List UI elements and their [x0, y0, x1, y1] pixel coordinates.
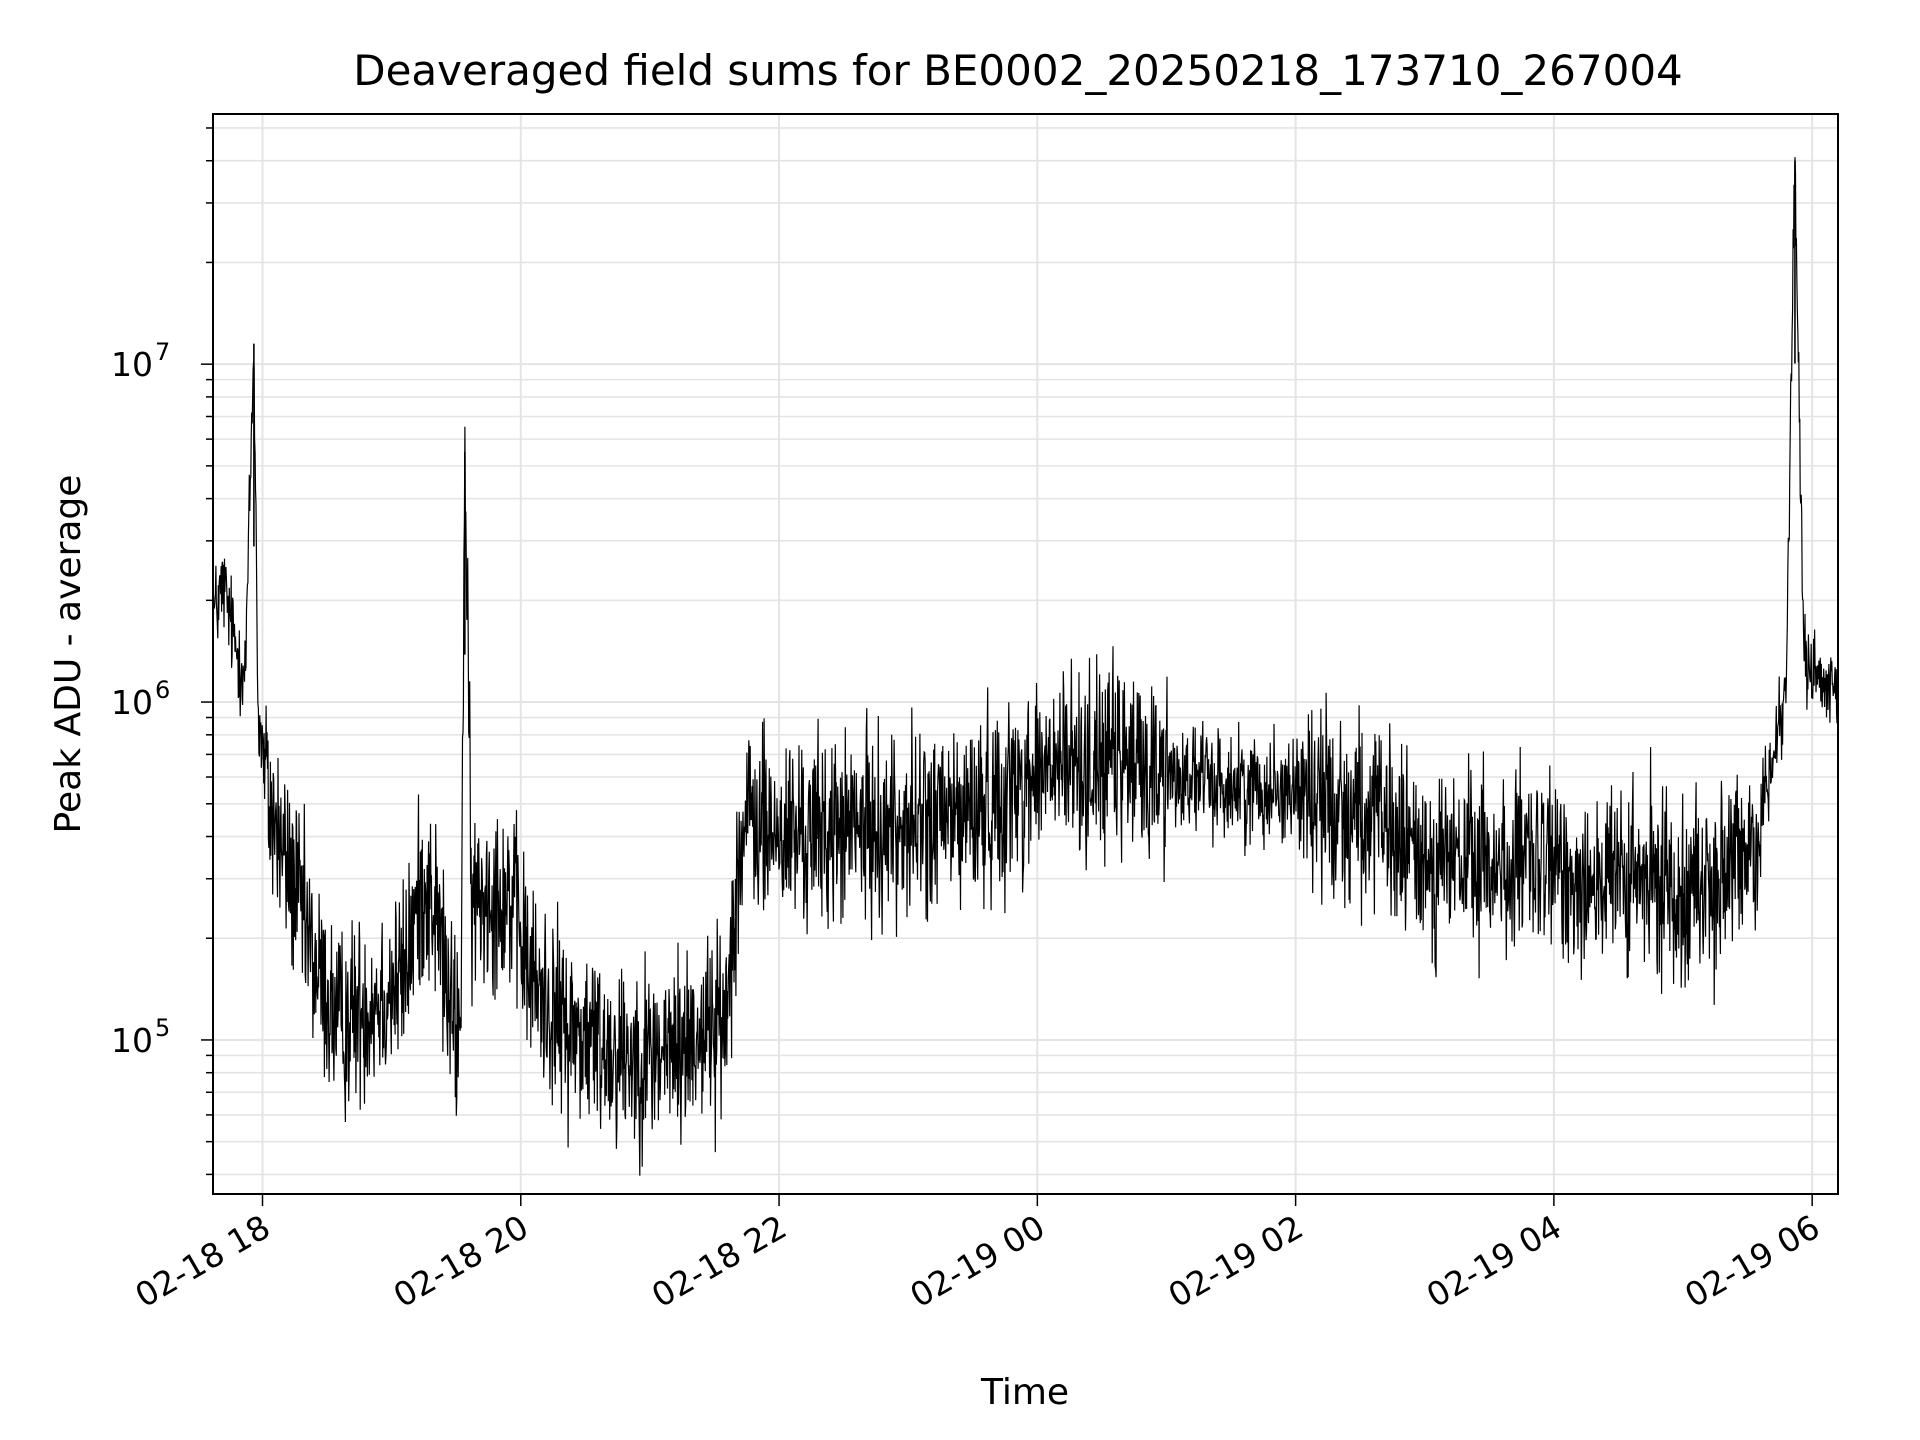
y-tick-label: 10	[111, 345, 153, 384]
y-tick-label: 10	[111, 1021, 153, 1060]
y-tick-exponent: 6	[155, 676, 170, 704]
x-tick-label: 02-18 22	[645, 1207, 793, 1315]
y-tick-exponent: 5	[155, 1014, 170, 1042]
x-tick-label: 02-19 02	[1162, 1207, 1310, 1315]
y-tick-label: 10	[111, 683, 153, 722]
x-tick-label: 02-19 00	[903, 1207, 1051, 1315]
y-tick-exponent: 7	[155, 338, 170, 366]
x-tick-label: 02-19 04	[1420, 1207, 1568, 1315]
x-tick-label: 02-18 18	[129, 1207, 277, 1315]
x-axis-label: Time	[980, 1372, 1069, 1413]
y-axis-label: Peak ADU - average	[48, 475, 89, 834]
x-tick-label: 02-19 06	[1678, 1207, 1826, 1315]
plot-frame	[212, 113, 1839, 1195]
x-tick-label: 02-18 20	[387, 1207, 535, 1315]
series-line	[212, 157, 1839, 1176]
chart-title: Deaveraged field sums for BE0002_2025021…	[353, 46, 1683, 95]
